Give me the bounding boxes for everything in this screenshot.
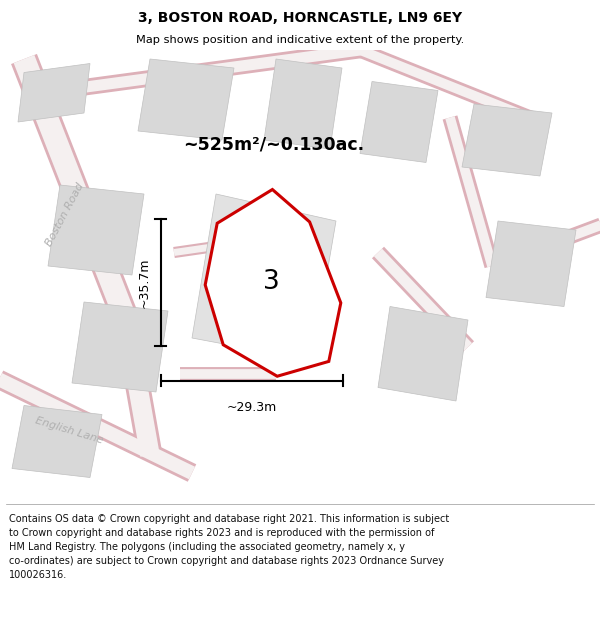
Text: ~525m²/~0.130ac.: ~525m²/~0.130ac. <box>183 136 364 154</box>
Polygon shape <box>72 302 168 392</box>
Text: Map shows position and indicative extent of the property.: Map shows position and indicative extent… <box>136 35 464 45</box>
Polygon shape <box>378 306 468 401</box>
Polygon shape <box>360 81 438 162</box>
Polygon shape <box>138 59 234 140</box>
Polygon shape <box>18 64 90 122</box>
Text: 3: 3 <box>263 269 280 295</box>
Polygon shape <box>12 406 102 478</box>
Text: 3, BOSTON ROAD, HORNCASTLE, LN9 6EY: 3, BOSTON ROAD, HORNCASTLE, LN9 6EY <box>138 11 462 25</box>
Polygon shape <box>486 221 576 306</box>
Polygon shape <box>192 194 336 361</box>
Polygon shape <box>264 59 342 149</box>
Text: Boston Road: Boston Road <box>44 181 86 248</box>
Text: ~35.7m: ~35.7m <box>137 257 151 308</box>
Polygon shape <box>462 104 552 176</box>
Text: ~29.3m: ~29.3m <box>227 401 277 414</box>
Polygon shape <box>48 185 144 275</box>
Text: Contains OS data © Crown copyright and database right 2021. This information is : Contains OS data © Crown copyright and d… <box>9 514 449 580</box>
Text: English Lane: English Lane <box>34 415 104 446</box>
Polygon shape <box>205 189 341 376</box>
